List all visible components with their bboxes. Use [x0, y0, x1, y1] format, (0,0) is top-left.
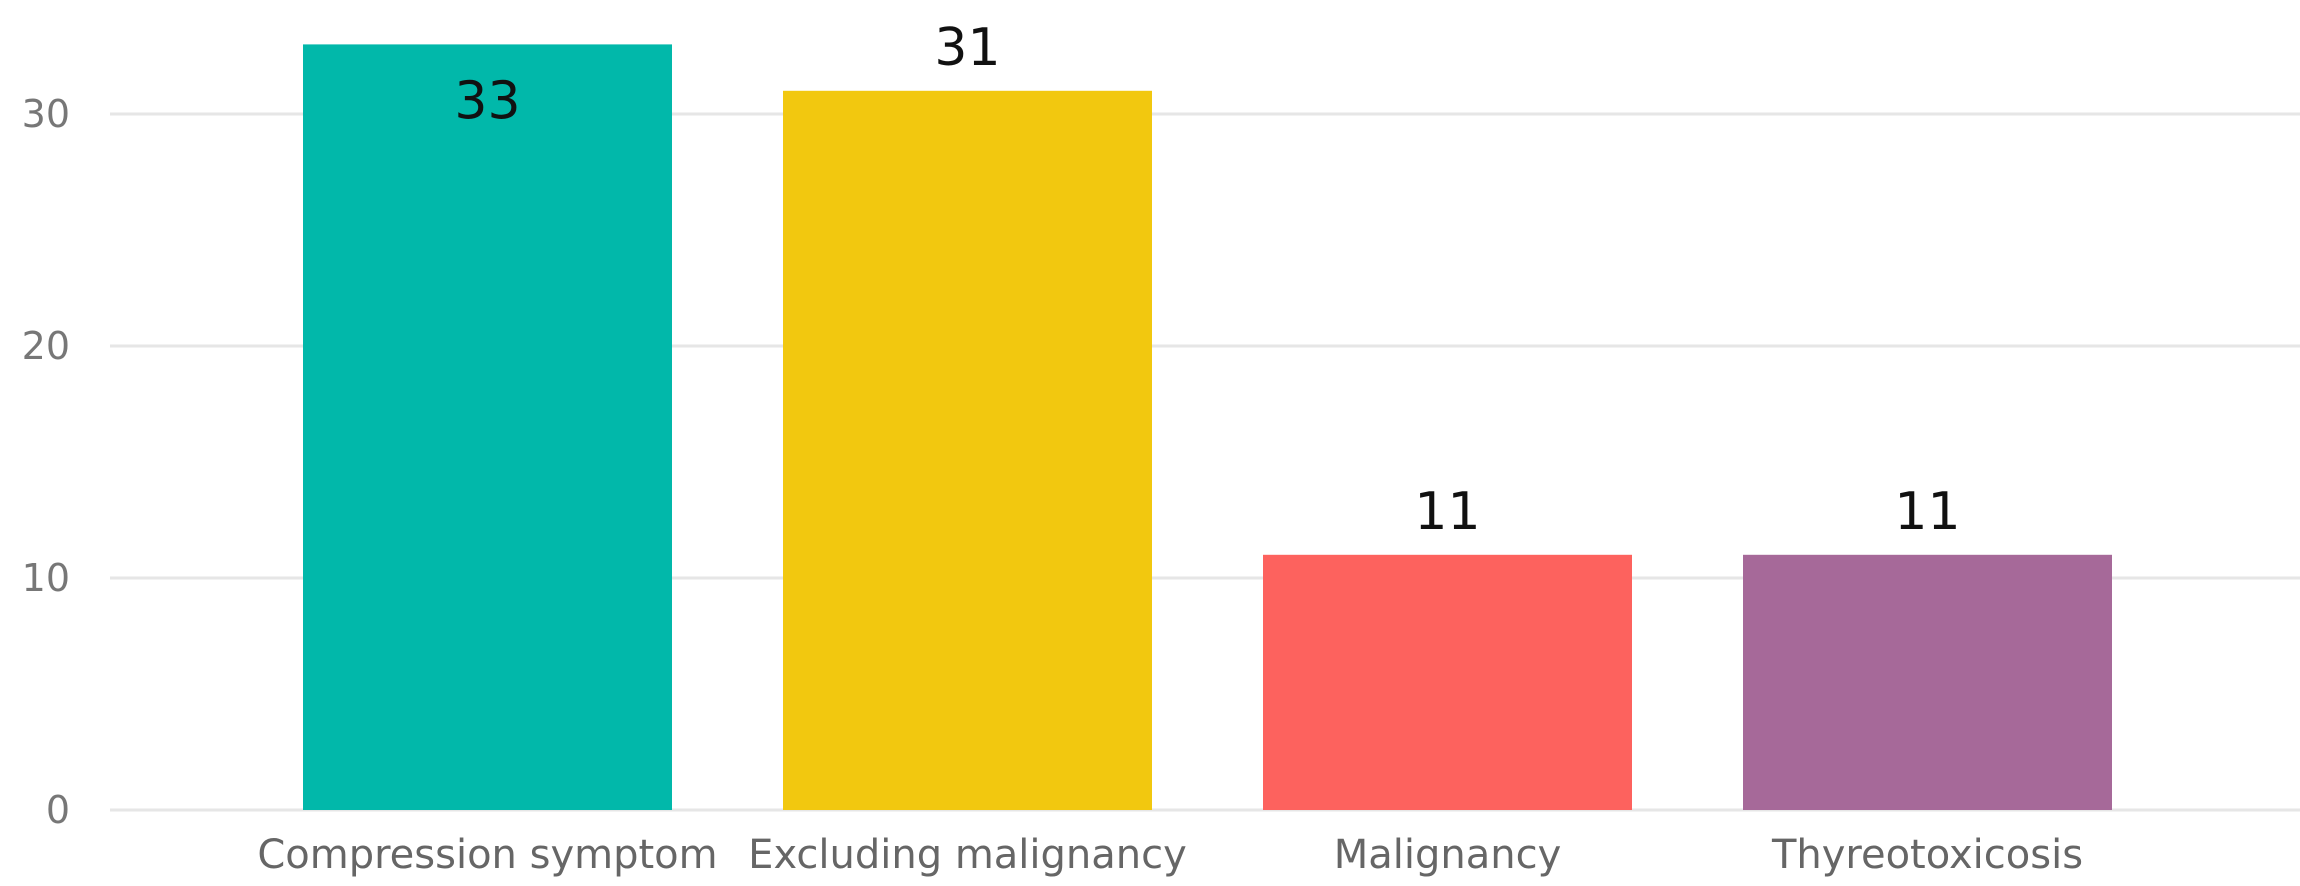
bars [303, 44, 2112, 811]
data-labels: 33 31 11 11 [454, 18, 1960, 542]
x-tick-label: Thyreotoxicosis [1771, 832, 2083, 878]
y-tick-label: 0 [46, 788, 70, 832]
x-axis-ticks: Compression symptom Excluding malignancy M… [257, 832, 2083, 878]
bar-value-label: 11 [1894, 482, 1960, 542]
y-tick-label: 10 [22, 556, 70, 600]
y-axis-ticks: 0 10 20 30 [22, 92, 70, 832]
bar [783, 90, 1152, 811]
bar [303, 44, 672, 810]
x-tick-label: Compression symptom [257, 832, 717, 878]
y-tick-label: 30 [22, 92, 70, 136]
x-tick-label: Excluding malignancy [748, 832, 1187, 878]
bar-value-label: 31 [934, 18, 1000, 78]
bar-value-label: 33 [454, 71, 520, 131]
bar-value-label: 11 [1414, 482, 1480, 542]
y-tick-label: 20 [22, 324, 70, 368]
x-tick-label: Malignancy [1334, 832, 1562, 878]
bar [1743, 554, 2112, 810]
bar [1263, 554, 1632, 810]
